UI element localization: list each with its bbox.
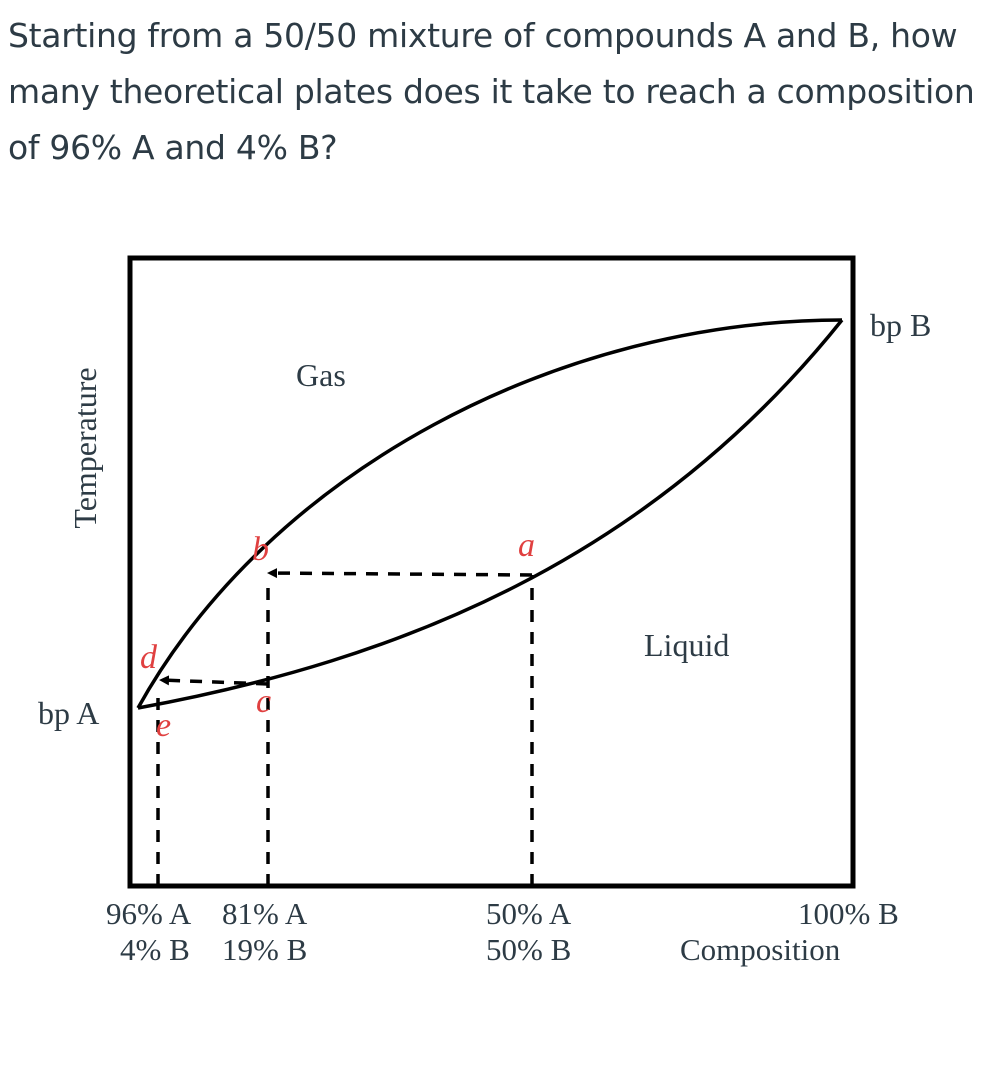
liquid-label: Liquid [644, 627, 729, 663]
arrow-c-to-d [159, 675, 269, 686]
label-96-a: 96% A [106, 896, 192, 931]
point-e-label: e [156, 707, 171, 744]
liquid-curve [137, 318, 844, 710]
temperature-axis-label: Temperature [67, 367, 103, 528]
label-50-b: 50% B [486, 932, 571, 967]
gas-label: Gas [296, 357, 346, 393]
label-50-a: 50% A [486, 896, 572, 931]
label-19-b: 19% B [222, 932, 307, 967]
vapor-curve [136, 318, 843, 709]
question-text: Starting from a 50/50 mixture of compoun… [8, 16, 975, 167]
plot-frame [127, 255, 856, 889]
point-b-label: b [252, 531, 269, 568]
point-d-label: d [140, 639, 158, 676]
label-81-a: 81% A [222, 896, 308, 931]
bp-b-label: bp B [870, 307, 931, 343]
bp-a-label: bp A [38, 695, 99, 731]
label-100-b: 100% B [798, 896, 899, 931]
composition-axis-label: Composition [680, 932, 841, 967]
arrow-a-to-b [267, 568, 533, 579]
point-a-label: a [518, 527, 535, 564]
point-c-label: c [256, 683, 271, 720]
label-4-b: 4% B [120, 932, 190, 967]
